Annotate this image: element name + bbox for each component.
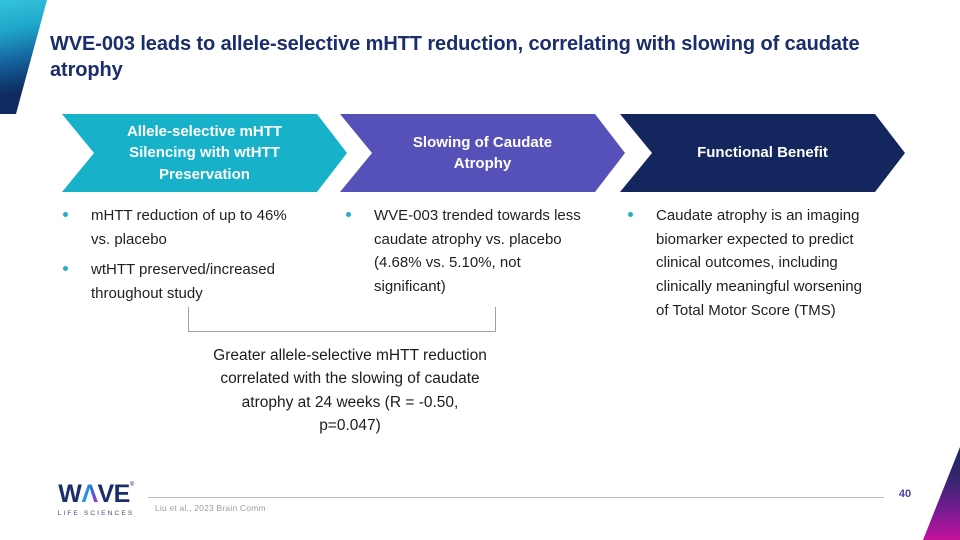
correlation-bracket [188, 307, 496, 332]
wave-life-sciences-logo: WΛVE® LIFE SCIENCES [48, 480, 144, 518]
top-left-corner-decoration [0, 0, 47, 114]
bullet-text: wtHTT preserved/increased throughout stu… [91, 261, 275, 303]
list-item: wtHTT preserved/increased throughout stu… [62, 258, 324, 305]
correlation-callout: Greater allele-selective mHTT reduction … [213, 347, 487, 434]
registered-trademark-symbol: ® [129, 482, 134, 488]
list-item: Caudate atrophy is an imaging biomarker … [627, 204, 889, 322]
logo-subtitle: LIFE SCIENCES [57, 510, 135, 517]
chevron-label: Functional Benefit [697, 144, 828, 162]
list-item: WVE-003 trended towards less caudate atr… [345, 204, 607, 299]
bottom-right-corner-decoration [923, 447, 960, 540]
citation-text: Liu et al., 2023 Brain Comm [155, 503, 266, 513]
bullet-dot [63, 212, 68, 217]
chevron-slowing-caudate-atrophy: Slowing of Caudate Atrophy [340, 114, 625, 192]
column-functional-bullets: Caudate atrophy is an imaging biomarker … [627, 204, 889, 329]
list-item: mHTT reduction of up to 46% vs. placebo [62, 204, 324, 251]
column-silencing-bullets: mHTT reduction of up to 46% vs. placebo … [62, 204, 324, 313]
bullet-text: mHTT reduction of up to 46% vs. placebo [91, 207, 287, 248]
bullet-dot [346, 212, 351, 217]
bullet-dot [628, 212, 633, 217]
bullet-text: Caudate atrophy is an imaging biomarker … [656, 207, 862, 319]
chevron-functional-benefit: Functional Benefit [620, 114, 905, 192]
page-number: 40 [898, 488, 912, 500]
bullet-dot [63, 266, 68, 272]
bullet-text: WVE-003 trended towards less caudate atr… [374, 207, 581, 296]
chevron-allele-selective-silencing: Allele-selective mHTT Silencing with wtH… [62, 114, 347, 192]
footer-divider-line [148, 497, 884, 498]
logo-wordmark: WΛVE® [58, 480, 134, 508]
slide-title: WVE-003 leads to allele-selective mHTT r… [50, 33, 860, 82]
chevron-label: Allele-selective mHTT Silencing with wtH… [126, 123, 283, 183]
chevron-label: Slowing of Caudate Atrophy [412, 133, 553, 172]
logo-gradient-a: Λ [81, 480, 98, 508]
column-atrophy-bullets: WVE-003 trended towards less caudate atr… [345, 204, 607, 306]
